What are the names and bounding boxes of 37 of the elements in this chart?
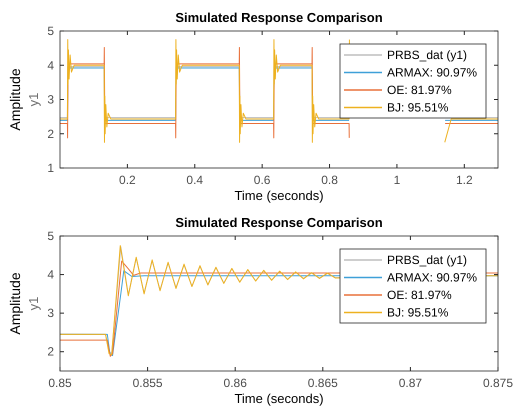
x-tick-label: 0.4 (186, 173, 204, 187)
y-tick-label: 1 (47, 161, 54, 175)
legend-label: PRBS_dat (y1) (387, 253, 468, 267)
y-tick-label: 5 (47, 24, 54, 38)
x-tick-label: 0.865 (308, 376, 338, 390)
x-tick-label: 0.85 (48, 376, 72, 390)
x-tick-label: 0.855 (132, 376, 163, 390)
x-tick-label: 0.6 (254, 173, 271, 187)
x-tick-label: 0.86 (224, 376, 248, 390)
legend-label: OE: 81.97% (387, 83, 452, 97)
legend-label: ARMAX: 90.97% (387, 270, 478, 284)
x-tick-label: 1 (394, 173, 401, 187)
y-tick-label: 5 (47, 229, 54, 243)
y-axis-title: Amplitude (7, 272, 23, 335)
x-tick-label: 0.2 (119, 173, 136, 187)
legend-label: BJ: 95.51% (387, 306, 449, 320)
legend-label: BJ: 95.51% (387, 100, 449, 114)
y-tick-label: 2 (47, 344, 54, 359)
x-tick-label: 1.2 (456, 173, 473, 187)
y-tick-label: 3 (47, 306, 54, 320)
x-axis-title: Time (seconds) (234, 391, 324, 406)
y-axis-title: Amplitude (7, 68, 23, 131)
x-tick-label: 0.8 (321, 173, 338, 187)
x-tick-label: 0.875 (482, 376, 514, 390)
x-axis-title: Time (seconds) (234, 188, 324, 203)
y-tick-label: 4 (47, 58, 54, 72)
x-tick-label: 0.87 (398, 376, 422, 390)
text: y1 (26, 92, 41, 106)
legend-label: OE: 81.97% (387, 288, 452, 302)
y-tick-label: 2 (47, 126, 54, 141)
y-tick-label: 3 (47, 92, 54, 106)
legend-label: PRBS_dat (y1) (387, 48, 468, 62)
y-tick-label: 4 (47, 268, 54, 282)
text: y1 (26, 296, 41, 310)
legend-label: ARMAX: 90.97% (387, 66, 478, 80)
chart-title: Simulated Response Comparison (175, 215, 383, 230)
chart-title: Simulated Response Comparison (175, 10, 383, 25)
